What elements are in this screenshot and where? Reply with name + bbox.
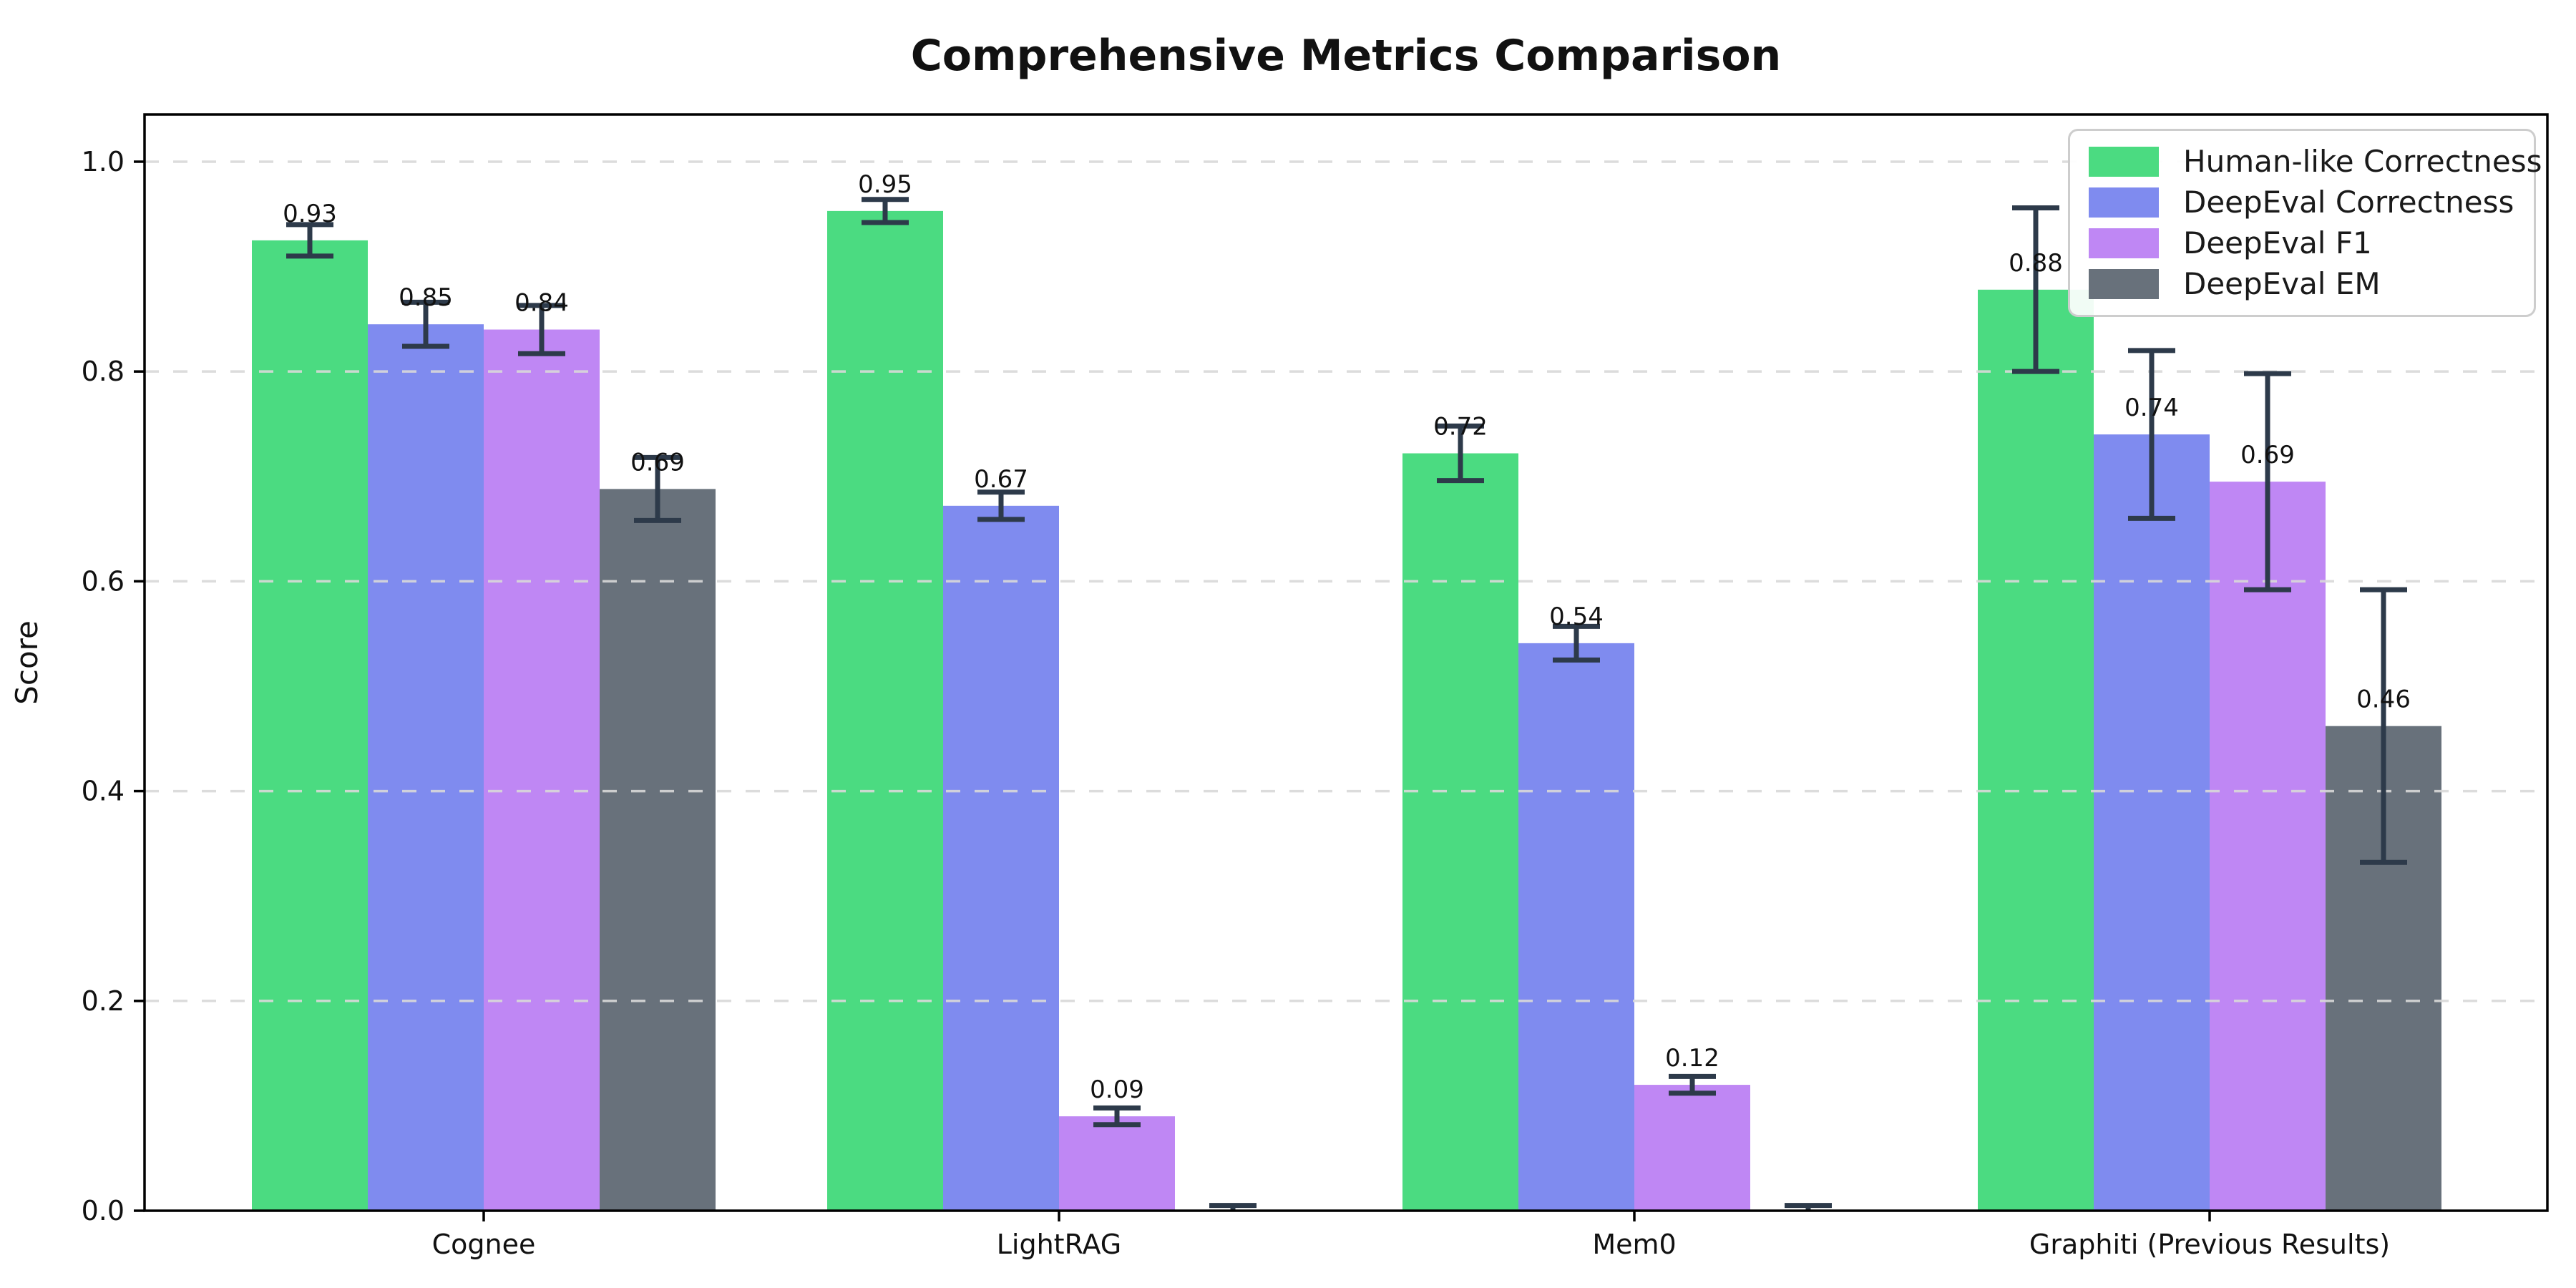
value-label-1-1: 0.67	[974, 465, 1028, 494]
value-label-3-0: 0.69	[630, 448, 685, 477]
x-tick-label-0: Cognee	[432, 1229, 536, 1260]
error-bar-1-2	[1553, 623, 1600, 663]
error-bar-0-0	[286, 222, 333, 259]
y-tick-label-0.6: 0.6	[82, 565, 125, 597]
error-bar-3-0	[634, 454, 681, 523]
bar-deepeval-em-0	[600, 489, 716, 1211]
bar-deepeval-correctness-0	[368, 324, 484, 1211]
legend-label: DeepEval F1	[2183, 225, 2372, 261]
bar-deepeval-f1-2	[1634, 1085, 1750, 1211]
value-label-0-3: 0.88	[2009, 249, 2063, 278]
legend-label: DeepEval Correctness	[2183, 184, 2514, 220]
bar-human-like-correctness-0	[252, 240, 368, 1211]
error-bar-2-2	[1669, 1073, 1716, 1096]
error-bar-1-3	[2128, 348, 2175, 521]
value-label-0-2: 0.72	[1433, 413, 1488, 441]
bar-human-like-correctness-3	[1978, 289, 2094, 1211]
bar-deepeval-correctness-3	[2094, 434, 2210, 1211]
legend-swatch-icon	[2089, 269, 2159, 300]
chart-title: Comprehensive Metrics Comparison	[911, 31, 1782, 81]
y-tick-label-0.4: 0.4	[82, 776, 125, 807]
error-bar-0-3	[2012, 205, 2059, 374]
x-tick-label-2: Mem0	[1592, 1229, 1676, 1260]
error-bar-0-1	[862, 197, 909, 225]
value-label-0-0: 0.93	[283, 200, 337, 228]
y-tick-label-0.8: 0.8	[82, 356, 125, 387]
bar-human-like-correctness-1	[827, 210, 943, 1211]
legend-label: DeepEval EM	[2183, 266, 2381, 302]
value-label-1-3: 0.74	[2124, 394, 2179, 422]
bar-deepeval-f1-3	[2210, 482, 2326, 1211]
value-label-2-3: 0.69	[2240, 441, 2295, 469]
bar-human-like-correctness-2	[1402, 453, 1518, 1211]
error-bar-1-1	[977, 489, 1025, 522]
bar-deepeval-f1-0	[484, 329, 600, 1211]
value-label-3-3: 0.46	[2356, 686, 2411, 714]
error-bar-2-3	[2244, 371, 2291, 592]
value-label-2-2: 0.12	[1665, 1044, 1719, 1073]
legend-swatch-icon	[2089, 187, 2159, 218]
bar-deepeval-correctness-2	[1518, 643, 1634, 1211]
legend-item-2: DeepEval F1	[2089, 225, 2515, 261]
x-tick-label-3: Graphiti (Previous Results)	[2029, 1229, 2390, 1260]
chart-legend: Human-like Correctness DeepEval Correctne…	[2068, 129, 2542, 317]
error-bar-3-3	[2360, 587, 2407, 865]
y-tick-label-0.0: 0.0	[82, 1195, 125, 1226]
bar-deepeval-correctness-1	[943, 505, 1059, 1211]
value-label-1-2: 0.54	[1549, 602, 1604, 631]
legend-item-0: Human-like Correctness	[2089, 146, 2542, 177]
x-tick-label-1: LightRAG	[997, 1229, 1121, 1260]
y-tick-label-1.0: 1.0	[82, 146, 125, 177]
y-axis-label: Score	[9, 620, 44, 705]
value-label-1-0: 0.85	[399, 283, 453, 312]
y-tick-label-0.2: 0.2	[82, 985, 125, 1017]
value-label-2-0: 0.84	[514, 289, 569, 318]
legend-swatch-icon	[2089, 228, 2159, 259]
legend-item-3: DeepEval EM	[2089, 266, 2515, 302]
legend-item-1: DeepEval Correctness	[2089, 187, 2515, 218]
plot-border	[143, 113, 2549, 1212]
value-label-0-1: 0.95	[858, 170, 912, 199]
legend-label: Human-like Correctness	[2183, 143, 2542, 179]
value-label-2-1: 0.09	[1090, 1075, 1144, 1104]
error-bar-1-0	[402, 299, 449, 349]
error-bar-0-2	[1437, 423, 1484, 484]
legend-swatch-icon	[2089, 146, 2159, 177]
error-bar-2-0	[518, 303, 565, 356]
error-bar-2-1	[1093, 1105, 1141, 1128]
bar-deepeval-f1-1	[1059, 1116, 1175, 1211]
